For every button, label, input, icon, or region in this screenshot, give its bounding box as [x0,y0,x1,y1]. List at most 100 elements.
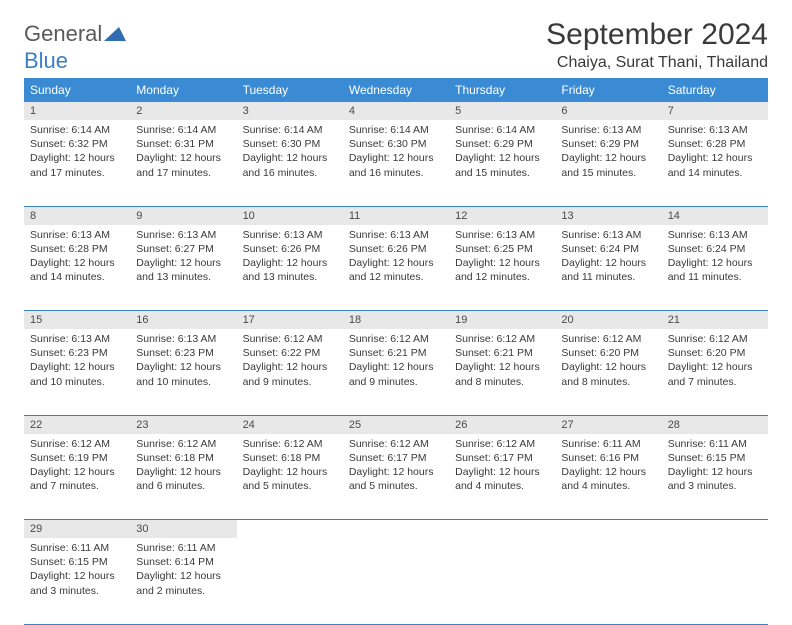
day-number-cell: 24 [237,415,343,434]
sunrise-line: Sunrise: 6:14 AM [136,123,230,137]
sunset-line: Sunset: 6:24 PM [561,242,655,256]
daylight-line: Daylight: 12 hours and 17 minutes. [136,151,230,179]
day-number-cell: 1 [24,102,130,120]
day-body-cell: Sunrise: 6:11 AMSunset: 6:14 PMDaylight:… [130,538,236,624]
day-body-cell: Sunrise: 6:12 AMSunset: 6:22 PMDaylight:… [237,329,343,415]
week-daynum-row: 15161718192021 [24,311,768,330]
day-body-cell: Sunrise: 6:13 AMSunset: 6:24 PMDaylight:… [555,225,661,311]
daylight-line: Daylight: 12 hours and 4 minutes. [455,465,549,493]
daylight-line: Daylight: 12 hours and 7 minutes. [30,465,124,493]
sunrise-line: Sunrise: 6:13 AM [561,123,655,137]
week-body-row: Sunrise: 6:14 AMSunset: 6:32 PMDaylight:… [24,120,768,206]
day-number-cell: 15 [24,311,130,330]
day-number-cell: 26 [449,415,555,434]
sunset-line: Sunset: 6:28 PM [30,242,124,256]
sunrise-line: Sunrise: 6:12 AM [561,332,655,346]
brand-wordmark: General Blue [24,24,126,72]
sunrise-line: Sunrise: 6:13 AM [668,123,762,137]
sunset-line: Sunset: 6:25 PM [455,242,549,256]
day-number: 27 [555,416,661,434]
sunset-line: Sunset: 6:32 PM [30,137,124,151]
day-number-cell [662,520,768,539]
sunrise-line: Sunrise: 6:12 AM [243,437,337,451]
sunset-line: Sunset: 6:17 PM [455,451,549,465]
day-number: 18 [343,311,449,329]
day-body-cell: Sunrise: 6:14 AMSunset: 6:30 PMDaylight:… [237,120,343,206]
day-body-cell: Sunrise: 6:13 AMSunset: 6:25 PMDaylight:… [449,225,555,311]
day-number: 28 [662,416,768,434]
day-details: Sunrise: 6:12 AMSunset: 6:17 PMDaylight:… [449,434,555,500]
day-body-cell: Sunrise: 6:12 AMSunset: 6:19 PMDaylight:… [24,434,130,520]
day-number-cell: 3 [237,102,343,120]
day-details: Sunrise: 6:14 AMSunset: 6:32 PMDaylight:… [24,120,130,186]
day-number: 17 [237,311,343,329]
sunset-line: Sunset: 6:23 PM [30,346,124,360]
day-number-cell: 25 [343,415,449,434]
sunset-line: Sunset: 6:17 PM [349,451,443,465]
sunset-line: Sunset: 6:20 PM [561,346,655,360]
day-details: Sunrise: 6:14 AMSunset: 6:30 PMDaylight:… [343,120,449,186]
sunrise-line: Sunrise: 6:12 AM [455,437,549,451]
day-number: 7 [662,102,768,120]
day-body-cell [237,538,343,624]
daylight-line: Daylight: 12 hours and 3 minutes. [30,569,124,597]
day-details: Sunrise: 6:13 AMSunset: 6:28 PMDaylight:… [662,120,768,186]
location-subtitle: Chaiya, Surat Thani, Thailand [546,54,768,72]
daylight-line: Daylight: 12 hours and 15 minutes. [455,151,549,179]
sunset-line: Sunset: 6:24 PM [668,242,762,256]
day-body-cell: Sunrise: 6:12 AMSunset: 6:21 PMDaylight:… [449,329,555,415]
month-title: September 2024 [546,18,768,52]
brand-word-2: Blue [24,48,68,73]
day-body-cell: Sunrise: 6:13 AMSunset: 6:26 PMDaylight:… [343,225,449,311]
day-body-cell [555,538,661,624]
day-number: 6 [555,102,661,120]
sunrise-line: Sunrise: 6:13 AM [136,228,230,242]
day-number-cell: 4 [343,102,449,120]
day-details: Sunrise: 6:13 AMSunset: 6:26 PMDaylight:… [343,225,449,291]
sunrise-line: Sunrise: 6:14 AM [349,123,443,137]
daylight-line: Daylight: 12 hours and 13 minutes. [243,256,337,284]
day-body-cell: Sunrise: 6:12 AMSunset: 6:18 PMDaylight:… [130,434,236,520]
day-number-cell: 2 [130,102,236,120]
sunrise-line: Sunrise: 6:13 AM [668,228,762,242]
day-number: 3 [237,102,343,120]
day-number: 1 [24,102,130,120]
day-header: Saturday [662,78,768,102]
sunrise-line: Sunrise: 6:13 AM [243,228,337,242]
sunset-line: Sunset: 6:30 PM [243,137,337,151]
day-header: Thursday [449,78,555,102]
day-details: Sunrise: 6:13 AMSunset: 6:23 PMDaylight:… [130,329,236,395]
day-header: Wednesday [343,78,449,102]
day-number-cell [237,520,343,539]
sunset-line: Sunset: 6:21 PM [455,346,549,360]
daylight-line: Daylight: 12 hours and 2 minutes. [136,569,230,597]
sunset-line: Sunset: 6:29 PM [561,137,655,151]
daylight-line: Daylight: 12 hours and 10 minutes. [136,360,230,388]
calendar-page: General Blue September 2024 Chaiya, Sura… [0,0,792,612]
sunset-line: Sunset: 6:26 PM [349,242,443,256]
sunset-line: Sunset: 6:28 PM [668,137,762,151]
day-number-cell: 27 [555,415,661,434]
day-body-cell: Sunrise: 6:11 AMSunset: 6:16 PMDaylight:… [555,434,661,520]
sunrise-line: Sunrise: 6:13 AM [349,228,443,242]
day-details: Sunrise: 6:13 AMSunset: 6:26 PMDaylight:… [237,225,343,291]
daylight-line: Daylight: 12 hours and 17 minutes. [30,151,124,179]
day-number: 5 [449,102,555,120]
day-body-cell [662,538,768,624]
sunrise-line: Sunrise: 6:12 AM [30,437,124,451]
day-details: Sunrise: 6:14 AMSunset: 6:30 PMDaylight:… [237,120,343,186]
daylight-line: Daylight: 12 hours and 5 minutes. [243,465,337,493]
day-number-cell: 7 [662,102,768,120]
day-number: 21 [662,311,768,329]
sunrise-line: Sunrise: 6:13 AM [30,332,124,346]
sunrise-line: Sunrise: 6:13 AM [455,228,549,242]
brand-logo: General Blue [24,18,126,72]
day-number-cell: 5 [449,102,555,120]
day-number: 30 [130,520,236,538]
day-number-cell: 19 [449,311,555,330]
day-number-cell: 30 [130,520,236,539]
day-number: 29 [24,520,130,538]
day-number-cell: 6 [555,102,661,120]
calendar-body: 1234567Sunrise: 6:14 AMSunset: 6:32 PMDa… [24,102,768,624]
sunrise-line: Sunrise: 6:11 AM [30,541,124,555]
